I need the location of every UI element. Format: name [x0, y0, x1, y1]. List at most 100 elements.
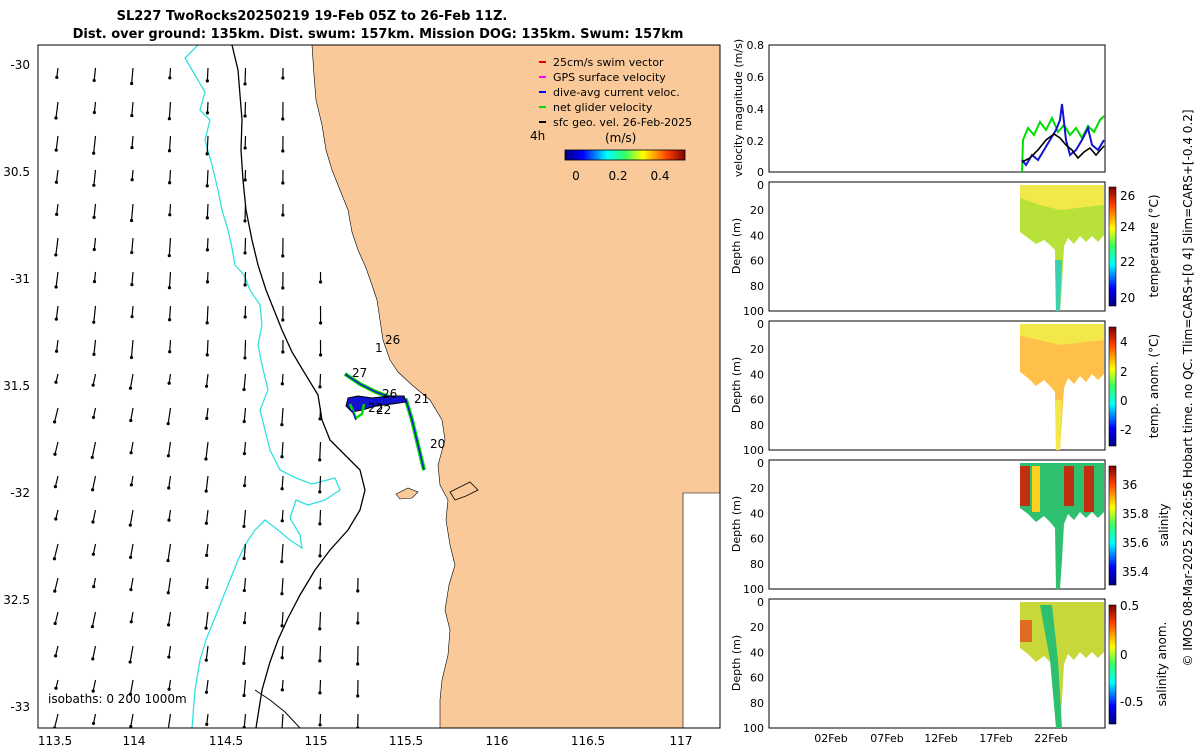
depth-tick: 20 [750, 343, 764, 356]
salinity-cbtick: 35.8 [1122, 507, 1149, 521]
vector-head [204, 457, 207, 460]
vector-head [280, 592, 283, 595]
vector-head [130, 82, 133, 85]
vector-head [168, 688, 171, 691]
vector-head [281, 76, 284, 79]
vector-head [318, 691, 321, 694]
vector-head [168, 318, 171, 321]
salinity-high [1032, 466, 1040, 512]
date-tick: 02Feb [814, 732, 847, 745]
depth-tick: 40 [750, 229, 764, 242]
vector-head [129, 660, 132, 663]
title-line-2: Dist. over ground: 135km. Dist. swum: 15… [73, 27, 684, 42]
legend-entry: net glider velocity [553, 101, 653, 114]
vector-head [318, 522, 321, 525]
vector-head [168, 149, 171, 152]
vector-head [93, 111, 96, 114]
lon-tick: 114 [123, 734, 146, 748]
vector-head [91, 456, 94, 459]
vector-head [319, 280, 322, 283]
temp-anomaly-ylabel: Depth (m) [730, 357, 743, 413]
temperature-cblabel: temperature (°C) [1147, 195, 1161, 298]
vector-head [131, 178, 134, 181]
vector-head [204, 626, 207, 629]
depth-tick: 40 [750, 646, 764, 659]
vector-head [243, 621, 246, 624]
vector-head [356, 694, 359, 697]
vector-head [129, 451, 132, 454]
vector-head [205, 417, 208, 420]
legend-entry: GPS surface velocity [553, 71, 666, 84]
temperature-panel: 26 24 22 20 temperature (°C) [769, 182, 1161, 311]
legend-entry: 25cm/s swim vector [553, 56, 664, 69]
lat-tick: -32 [10, 486, 30, 500]
vector-head [92, 722, 95, 725]
vector-head [206, 152, 209, 155]
colorbar-tick: 0 [572, 169, 580, 183]
depth-tick: 0 [757, 596, 764, 609]
depth-tick: 40 [750, 507, 764, 520]
vector-head [168, 213, 171, 216]
vector-head [54, 381, 57, 384]
current-vector [245, 340, 246, 358]
lon-tick: 116.5 [571, 734, 605, 748]
temp-anomaly-cbtick: 4 [1120, 335, 1128, 349]
vector-head [92, 216, 95, 219]
vector-head [205, 586, 208, 589]
day-label: 1 [375, 341, 383, 355]
current-vector [207, 170, 208, 186]
depth-tick: 80 [750, 558, 764, 571]
vector-head [318, 586, 321, 589]
vector-head [319, 353, 322, 356]
velocity-axes [769, 45, 1105, 172]
vector-head [318, 417, 321, 420]
vector-head [356, 589, 359, 592]
vector-head [53, 557, 56, 560]
vector-head [130, 356, 133, 359]
vector-head [318, 627, 321, 630]
vector-head [92, 321, 95, 324]
vector-head [93, 280, 96, 283]
lon-axis: 113.5 114 114.5 115 115.5 116 116.5 117 [38, 734, 693, 748]
vector-head [130, 146, 133, 149]
vector-head [205, 554, 208, 557]
legend-entry: dive-avg current veloc. [553, 86, 680, 99]
vector-head [206, 216, 209, 219]
vector-head [93, 248, 96, 251]
vector-head [206, 280, 209, 283]
vector-head [168, 286, 171, 289]
salinity-panel: 36 35.8 35.6 35.4 salinity [769, 460, 1171, 589]
depth-tick: 80 [750, 697, 764, 710]
vector-head [168, 76, 171, 79]
vector-head [243, 114, 246, 117]
lat-tick: 30.5 [3, 165, 30, 179]
depth-tick: 60 [750, 533, 764, 546]
vector-head [55, 318, 58, 321]
vector-head [53, 590, 56, 593]
lon-tick: 113.5 [38, 734, 72, 748]
vector-head [281, 213, 284, 216]
vector-head [205, 522, 208, 525]
lat-tick: -30 [10, 58, 30, 72]
vector-head [55, 350, 58, 353]
vector-head [318, 458, 321, 461]
salinity-cbtick: 35.6 [1122, 536, 1149, 550]
vector-head [92, 553, 95, 556]
day-label: 20 [430, 437, 445, 451]
vector-head [168, 350, 171, 353]
lon-tick: 115.5 [389, 734, 423, 748]
current-vector [320, 442, 321, 460]
vector-head [243, 484, 246, 487]
salinity-anomaly-cbtick: 0.5 [1120, 599, 1139, 613]
vector-head [281, 519, 284, 522]
depth-tick: 60 [750, 255, 764, 268]
vector-head [205, 385, 208, 388]
current-vector [245, 204, 246, 221]
colorbar-title: (m/s) [605, 131, 636, 145]
vector-head [92, 184, 95, 187]
colorbar-tick: 0.4 [650, 169, 669, 183]
vector-head [130, 620, 133, 623]
temperature-cbtick: 24 [1120, 220, 1135, 234]
title-line-1: SL227 TwoRocks20250219 19-Feb 05Z to 26-… [117, 9, 508, 24]
vector-head [130, 219, 133, 222]
